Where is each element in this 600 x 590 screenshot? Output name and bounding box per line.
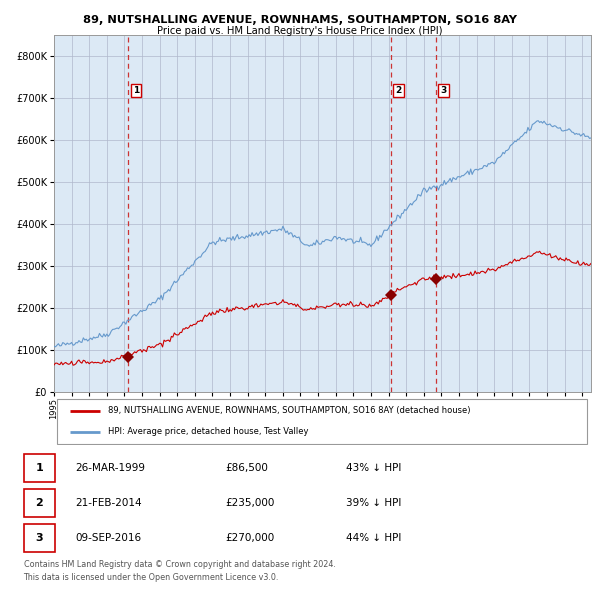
Text: Contains HM Land Registry data © Crown copyright and database right 2024.
This d: Contains HM Land Registry data © Crown c… bbox=[23, 560, 335, 582]
Text: 3: 3 bbox=[35, 533, 43, 543]
Text: Price paid vs. HM Land Registry's House Price Index (HPI): Price paid vs. HM Land Registry's House … bbox=[157, 26, 443, 36]
Text: 39% ↓ HPI: 39% ↓ HPI bbox=[346, 498, 401, 508]
Text: 1: 1 bbox=[35, 463, 43, 473]
Text: HPI: Average price, detached house, Test Valley: HPI: Average price, detached house, Test… bbox=[108, 427, 308, 437]
Text: 2: 2 bbox=[395, 86, 401, 95]
FancyBboxPatch shape bbox=[56, 398, 587, 444]
Text: 1: 1 bbox=[133, 86, 139, 95]
Text: 21-FEB-2014: 21-FEB-2014 bbox=[76, 498, 142, 508]
Text: 09-SEP-2016: 09-SEP-2016 bbox=[76, 533, 142, 543]
Text: £270,000: £270,000 bbox=[225, 533, 274, 543]
Text: 44% ↓ HPI: 44% ↓ HPI bbox=[346, 533, 401, 543]
FancyBboxPatch shape bbox=[23, 489, 55, 517]
Text: 89, NUTSHALLING AVENUE, ROWNHAMS, SOUTHAMPTON, SO16 8AY: 89, NUTSHALLING AVENUE, ROWNHAMS, SOUTHA… bbox=[83, 15, 517, 25]
Text: 26-MAR-1999: 26-MAR-1999 bbox=[76, 463, 145, 473]
Text: 43% ↓ HPI: 43% ↓ HPI bbox=[346, 463, 401, 473]
Text: 89, NUTSHALLING AVENUE, ROWNHAMS, SOUTHAMPTON, SO16 8AY (detached house): 89, NUTSHALLING AVENUE, ROWNHAMS, SOUTHA… bbox=[108, 406, 470, 415]
Text: £235,000: £235,000 bbox=[225, 498, 274, 508]
FancyBboxPatch shape bbox=[23, 524, 55, 552]
FancyBboxPatch shape bbox=[23, 454, 55, 482]
Text: 2: 2 bbox=[35, 498, 43, 508]
Text: £86,500: £86,500 bbox=[225, 463, 268, 473]
Text: 3: 3 bbox=[440, 86, 446, 95]
